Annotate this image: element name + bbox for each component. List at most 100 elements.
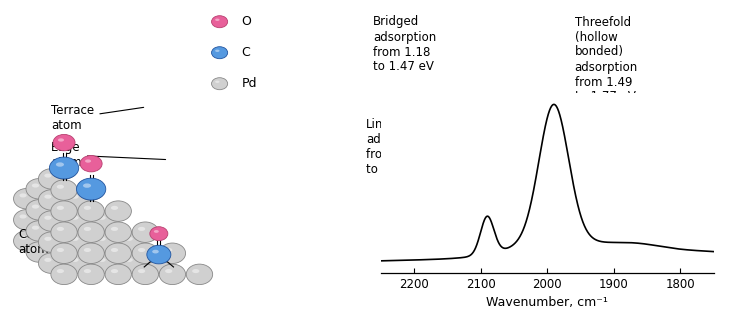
Ellipse shape xyxy=(26,221,53,241)
Ellipse shape xyxy=(193,269,199,273)
Ellipse shape xyxy=(152,250,159,254)
Ellipse shape xyxy=(26,179,53,199)
Ellipse shape xyxy=(111,248,118,252)
Ellipse shape xyxy=(72,195,78,199)
Ellipse shape xyxy=(153,258,160,262)
Ellipse shape xyxy=(150,227,168,241)
Ellipse shape xyxy=(215,19,220,21)
Ellipse shape xyxy=(67,231,94,251)
Ellipse shape xyxy=(632,205,640,210)
Ellipse shape xyxy=(80,242,107,262)
Ellipse shape xyxy=(84,227,91,231)
Ellipse shape xyxy=(38,211,64,231)
Text: Corner
atom: Corner atom xyxy=(18,228,107,256)
X-axis label: Wavenumber, cm⁻¹: Wavenumber, cm⁻¹ xyxy=(486,296,608,309)
Ellipse shape xyxy=(535,161,545,166)
Ellipse shape xyxy=(53,242,79,262)
Ellipse shape xyxy=(38,253,64,273)
Ellipse shape xyxy=(105,243,131,264)
Ellipse shape xyxy=(160,243,186,264)
Ellipse shape xyxy=(147,245,171,264)
Ellipse shape xyxy=(146,253,173,273)
Text: Terrace
atom: Terrace atom xyxy=(51,104,143,132)
Ellipse shape xyxy=(215,50,220,52)
Ellipse shape xyxy=(120,232,146,252)
Ellipse shape xyxy=(84,206,91,210)
Ellipse shape xyxy=(595,205,627,228)
Ellipse shape xyxy=(51,264,78,285)
Ellipse shape xyxy=(26,242,53,262)
Ellipse shape xyxy=(26,200,53,220)
Ellipse shape xyxy=(105,201,131,221)
Ellipse shape xyxy=(78,180,105,200)
Ellipse shape xyxy=(126,258,132,262)
Ellipse shape xyxy=(460,171,465,174)
Ellipse shape xyxy=(49,157,79,179)
Ellipse shape xyxy=(99,216,105,220)
Ellipse shape xyxy=(20,215,26,219)
Ellipse shape xyxy=(45,216,51,220)
Ellipse shape xyxy=(57,248,64,252)
Ellipse shape xyxy=(66,232,92,252)
Ellipse shape xyxy=(458,189,465,193)
Ellipse shape xyxy=(57,164,64,168)
Ellipse shape xyxy=(662,210,671,215)
Ellipse shape xyxy=(132,222,158,242)
Ellipse shape xyxy=(111,227,118,231)
Ellipse shape xyxy=(92,253,119,273)
Ellipse shape xyxy=(105,222,131,242)
Ellipse shape xyxy=(45,195,51,199)
Ellipse shape xyxy=(41,231,67,251)
Ellipse shape xyxy=(59,205,66,209)
Ellipse shape xyxy=(132,264,158,285)
Ellipse shape xyxy=(507,97,512,100)
Ellipse shape xyxy=(111,206,118,210)
Ellipse shape xyxy=(20,193,26,197)
Ellipse shape xyxy=(602,210,610,215)
Ellipse shape xyxy=(92,232,119,252)
Ellipse shape xyxy=(38,169,64,189)
Ellipse shape xyxy=(455,223,465,228)
Text: O: O xyxy=(242,15,251,28)
Ellipse shape xyxy=(502,94,523,108)
Ellipse shape xyxy=(47,236,53,240)
Ellipse shape xyxy=(160,264,186,285)
Ellipse shape xyxy=(498,122,526,142)
Ellipse shape xyxy=(86,247,93,251)
Ellipse shape xyxy=(78,201,105,221)
Ellipse shape xyxy=(13,188,40,209)
Ellipse shape xyxy=(83,184,91,188)
Ellipse shape xyxy=(138,248,145,252)
Ellipse shape xyxy=(72,258,78,262)
Ellipse shape xyxy=(32,226,39,230)
Ellipse shape xyxy=(41,210,67,230)
Ellipse shape xyxy=(56,162,64,167)
Ellipse shape xyxy=(84,185,91,189)
Ellipse shape xyxy=(470,161,479,166)
Ellipse shape xyxy=(78,243,105,264)
Ellipse shape xyxy=(455,168,474,182)
Ellipse shape xyxy=(58,138,64,142)
Ellipse shape xyxy=(85,159,91,163)
Ellipse shape xyxy=(132,243,158,264)
Ellipse shape xyxy=(99,237,105,241)
Text: Edge
atom: Edge atom xyxy=(51,141,165,169)
Ellipse shape xyxy=(80,221,107,241)
Ellipse shape xyxy=(627,168,654,187)
Ellipse shape xyxy=(215,81,220,83)
Ellipse shape xyxy=(38,190,64,210)
Ellipse shape xyxy=(38,232,64,252)
Ellipse shape xyxy=(66,253,92,273)
Ellipse shape xyxy=(527,155,562,180)
Ellipse shape xyxy=(99,258,105,262)
Ellipse shape xyxy=(84,248,91,252)
Ellipse shape xyxy=(72,216,78,220)
Ellipse shape xyxy=(13,231,40,251)
Ellipse shape xyxy=(631,142,650,156)
Ellipse shape xyxy=(32,205,39,209)
Ellipse shape xyxy=(452,184,478,203)
Ellipse shape xyxy=(76,178,105,200)
Ellipse shape xyxy=(92,211,119,231)
Ellipse shape xyxy=(105,264,131,285)
Text: Bridged
adsorption
from 1.18
to 1.47 eV: Bridged adsorption from 1.18 to 1.47 eV xyxy=(373,16,436,73)
